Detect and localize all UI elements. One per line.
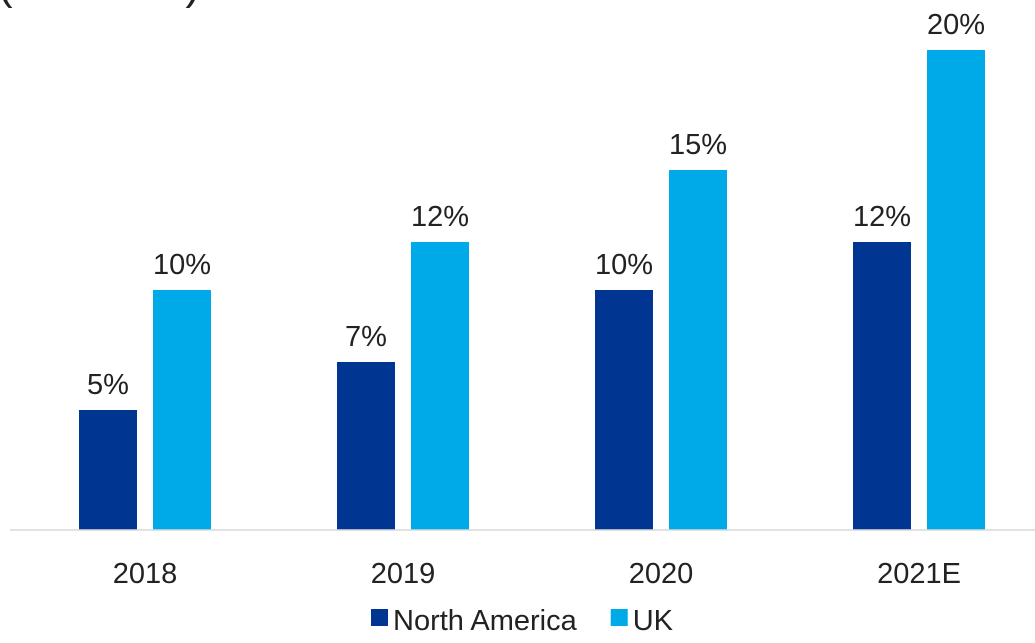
- legend: North America UK: [371, 605, 674, 637]
- value-label-uk-2021e: 20%: [927, 9, 985, 41]
- legend-swatch-uk: [610, 609, 628, 626]
- value-label-north-america-2018: 5%: [87, 369, 129, 401]
- value-label-north-america-2019: 7%: [345, 321, 387, 353]
- value-label-north-america-2021e: 12%: [853, 201, 911, 233]
- bar-uk-2020: [669, 170, 727, 530]
- value-label-uk-2019: 12%: [411, 201, 469, 233]
- bar-uk-2018: [153, 290, 211, 530]
- bar-uk-2019: [411, 242, 469, 530]
- value-label-uk-2020: 15%: [669, 129, 727, 161]
- value-label-uk-2018: 10%: [153, 249, 211, 281]
- bar-uk-2021e: [927, 50, 985, 530]
- chart-title-fragment: ( ): [0, 0, 202, 10]
- bar-north-america-2020: [595, 290, 653, 530]
- value-label-north-america-2020: 10%: [595, 249, 653, 281]
- bar-north-america-2021e: [853, 242, 911, 530]
- legend-label-uk: UK: [633, 605, 674, 637]
- x-tick-label: 2021E: [877, 558, 961, 590]
- bar-north-america-2019: [337, 362, 395, 530]
- x-tick-label: 2019: [371, 558, 436, 590]
- legend-label-north-america: North America: [393, 605, 578, 637]
- bar-north-america-2018: [79, 410, 137, 530]
- bars-layer: [79, 50, 985, 530]
- x-tick-labels: 2018 2019 2020 2021E: [113, 558, 961, 590]
- x-tick-label: 2020: [629, 558, 694, 590]
- legend-swatch-north-america: [371, 609, 388, 626]
- x-tick-label: 2018: [113, 558, 178, 590]
- value-labels-layer: 5% 10% 7% 12% 10% 15% 12% 20%: [87, 9, 985, 401]
